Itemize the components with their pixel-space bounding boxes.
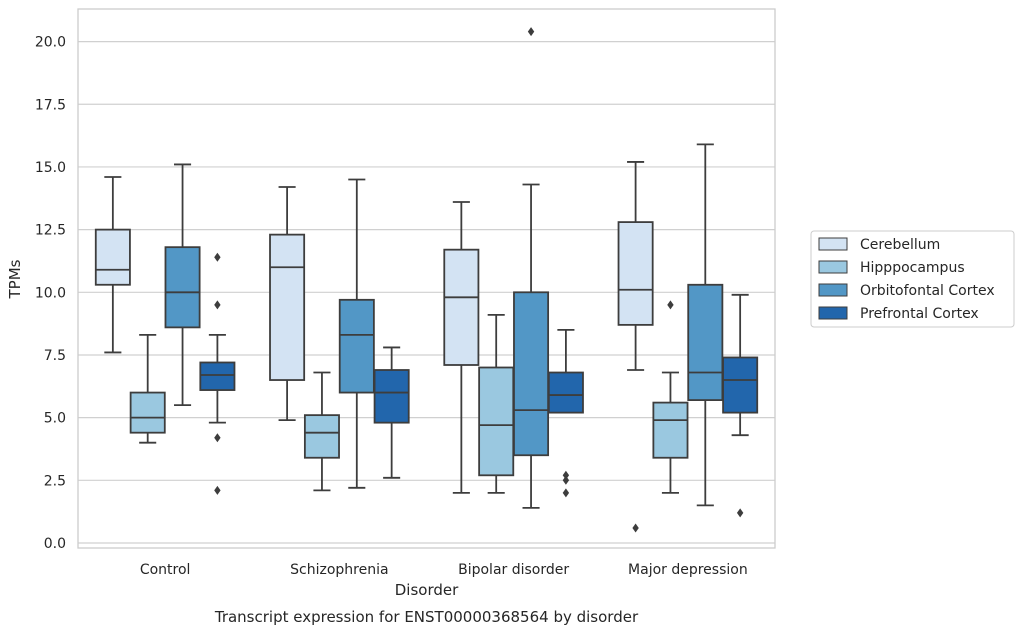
y-axis-label: TPMs bbox=[6, 259, 24, 299]
legend-label: Cerebellum bbox=[860, 237, 940, 253]
y-tick-label: 10.0 bbox=[35, 285, 66, 301]
gridlines bbox=[78, 40, 775, 544]
y-tick-label: 17.5 bbox=[35, 97, 66, 113]
legend-label: Orbitofontal Cortex bbox=[860, 283, 995, 299]
box-iqr bbox=[199, 361, 236, 391]
y-tick-label: 7.5 bbox=[44, 348, 66, 364]
box-orbitofontal-cortex bbox=[164, 163, 201, 407]
box-cerebellum bbox=[94, 176, 131, 354]
outlier-point bbox=[562, 470, 570, 480]
x-tick-label: Schizophrenia bbox=[290, 562, 388, 578]
box-iqr bbox=[478, 366, 515, 477]
box-prefrontal-cortex bbox=[199, 252, 236, 495]
box-iqr bbox=[338, 298, 375, 394]
box-orbitofontal-cortex bbox=[513, 27, 550, 509]
box-iqr bbox=[164, 246, 201, 329]
x-tick-label: Control bbox=[140, 562, 191, 578]
outlier-point bbox=[667, 300, 674, 310]
box-iqr bbox=[94, 228, 131, 286]
box-iqr bbox=[373, 369, 410, 424]
legend-swatch bbox=[818, 283, 848, 297]
legend-label: Prefrontal Cortex bbox=[860, 306, 979, 322]
y-tick-label: 15.0 bbox=[35, 160, 66, 176]
box-hipppocampus bbox=[478, 313, 515, 494]
outlier-point bbox=[527, 27, 535, 37]
outlier-point bbox=[562, 475, 570, 485]
box-iqr bbox=[617, 221, 654, 326]
outlier-point bbox=[736, 508, 744, 518]
box-hipppocampus bbox=[652, 300, 689, 494]
y-axis-ticks: 0.0 2.5 5.0 7.5 10.0 12.5 15.0 17.5 20.0 bbox=[35, 35, 66, 552]
box-iqr bbox=[443, 248, 480, 366]
box-iqr bbox=[722, 356, 759, 414]
y-tick-label: 2.5 bbox=[44, 473, 66, 489]
box-prefrontal-cortex bbox=[373, 346, 410, 479]
box-orbitofontal-cortex bbox=[687, 143, 724, 507]
box-cerebellum bbox=[443, 201, 480, 494]
figure-caption: Transcript expression for ENST0000036856… bbox=[214, 608, 639, 626]
box-iqr bbox=[513, 291, 550, 457]
outlier-point bbox=[214, 252, 221, 262]
box-iqr bbox=[303, 414, 340, 459]
y-tick-label: 12.5 bbox=[35, 223, 66, 239]
legend-swatch bbox=[818, 237, 848, 251]
legend-label: Hipppocampus bbox=[860, 260, 965, 276]
legend: Cerebellum Hipppocampus Orbitofontal Corte… bbox=[810, 230, 1015, 328]
legend-swatch bbox=[818, 260, 848, 274]
box-iqr bbox=[687, 283, 724, 401]
box-groups bbox=[94, 27, 759, 533]
outlier-point bbox=[562, 488, 570, 498]
box-prefrontal-cortex bbox=[547, 328, 584, 498]
box-orbitofontal-cortex bbox=[338, 178, 375, 489]
outlier-point bbox=[214, 300, 221, 310]
box-iqr bbox=[129, 391, 166, 434]
box-cerebellum bbox=[617, 161, 654, 533]
y-tick-label: 20.0 bbox=[35, 35, 66, 51]
box-cerebellum bbox=[269, 186, 306, 422]
x-tick-label: Major depression bbox=[628, 562, 748, 578]
box-prefrontal-cortex bbox=[722, 293, 759, 518]
box-hipppocampus bbox=[129, 334, 166, 444]
box-iqr bbox=[652, 401, 689, 459]
x-tick-label: Bipolar disorder bbox=[458, 562, 569, 578]
outlier-point bbox=[632, 523, 639, 533]
box-iqr bbox=[269, 233, 306, 381]
outlier-point bbox=[214, 433, 221, 443]
x-axis-label: Disorder bbox=[395, 581, 459, 599]
plot-area bbox=[77, 8, 776, 549]
plot-frame bbox=[77, 8, 776, 549]
outlier-point bbox=[214, 485, 221, 495]
x-axis-ticks: Control Schizophrenia Bipolar disorder Majo… bbox=[140, 562, 748, 578]
y-tick-label: 5.0 bbox=[44, 411, 66, 427]
y-tick-label: 0.0 bbox=[44, 536, 66, 552]
box-iqr bbox=[547, 371, 584, 414]
legend-swatch bbox=[818, 306, 848, 320]
legend-frame bbox=[810, 230, 1015, 328]
box-hipppocampus bbox=[303, 371, 340, 492]
